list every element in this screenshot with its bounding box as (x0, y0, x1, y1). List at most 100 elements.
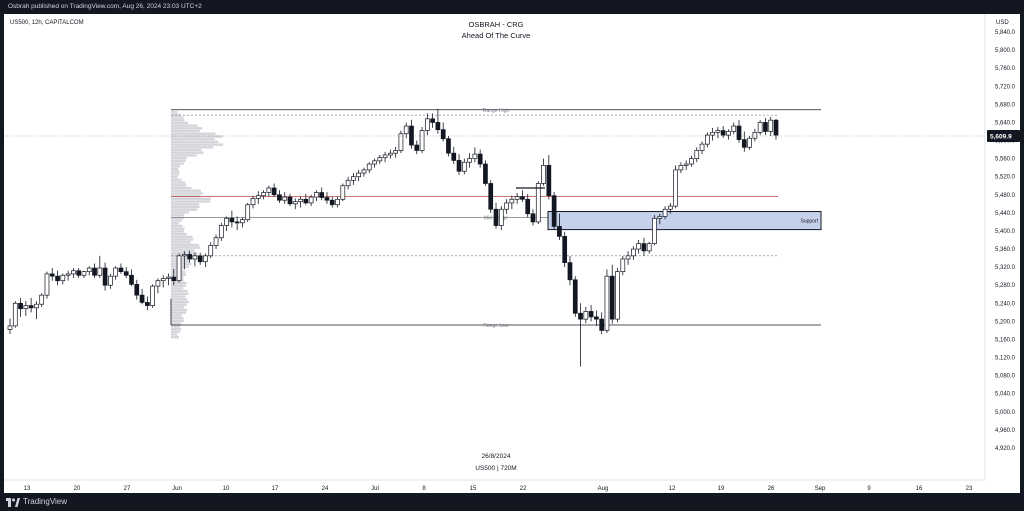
volume-profile-bar (171, 330, 180, 333)
candle-body (414, 144, 420, 151)
volume-profile-bar (171, 235, 193, 239)
time-tick-label: 13 (24, 486, 31, 492)
candle-body (620, 258, 626, 273)
candle (467, 153, 472, 168)
volume-profile-bar (171, 224, 183, 228)
candle (340, 183, 346, 202)
price-tick-label: 5,760.0 (995, 66, 1016, 72)
candle-body (678, 165, 684, 171)
candle-body (720, 130, 726, 136)
volume-profile-bar (171, 314, 182, 317)
candle-body (520, 196, 525, 200)
candle-body (694, 150, 700, 159)
volume-profile-bar (171, 181, 186, 184)
price-tick-label: 5,560.0 (995, 157, 1016, 163)
candle-body (261, 192, 266, 197)
candle (65, 270, 71, 281)
candle (319, 187, 325, 201)
price-tick-label: 5,520.0 (995, 175, 1016, 181)
candle-body (39, 294, 45, 305)
candle (662, 206, 668, 220)
candle-body (625, 255, 631, 260)
volume-profile (171, 110, 224, 339)
candle-body (440, 129, 446, 140)
price-tick-label: 5,200.0 (995, 319, 1016, 325)
volume-profile-bar (171, 284, 187, 287)
candle-body (28, 305, 34, 309)
price-axis[interactable]: 5,840.0 5,800.0 5,760.0 5,720.0 5,680.0 5,640… (4, 30, 1020, 452)
candle-body (139, 294, 145, 303)
candle (18, 297, 23, 317)
candle-body (731, 125, 737, 132)
current-price-badge (987, 130, 1020, 142)
candle (139, 288, 145, 305)
candle (715, 126, 721, 139)
candle-body (446, 138, 451, 154)
volume-profile-bar (171, 154, 197, 157)
candle-body (71, 270, 76, 275)
candle (588, 305, 594, 322)
candle-body (451, 152, 457, 161)
candle-body (768, 119, 774, 132)
candle-body (335, 198, 340, 206)
candle-body (113, 267, 119, 277)
candle-body (662, 208, 668, 217)
candle (287, 193, 293, 207)
candle (446, 136, 451, 157)
candle-body (631, 248, 636, 257)
candle-body (388, 152, 393, 156)
time-tick-label: 9 (867, 486, 871, 492)
candle (520, 190, 525, 203)
publisher-line: Osbrah published on TradingView.com, Aug… (8, 3, 202, 10)
candle-body (615, 271, 620, 320)
candle-body (234, 221, 240, 224)
candle-body (530, 213, 536, 223)
candle (7, 318, 13, 335)
price-tick-label: 5,240.0 (995, 301, 1016, 307)
volume-profile-bar (171, 184, 187, 187)
tradingview-logo[interactable]: TradingView (6, 493, 67, 511)
time-tick-label: 8 (422, 486, 426, 492)
candle (525, 193, 531, 218)
candle (261, 190, 266, 200)
volume-profile-bar (171, 192, 204, 195)
candle-body (224, 217, 229, 226)
candle (366, 162, 372, 174)
candle (335, 197, 340, 208)
candle (351, 173, 356, 185)
candle (667, 202, 673, 214)
candle-body (757, 122, 763, 133)
time-axis[interactable]: 13 20 27 Jun 10 17 24 Jul 8 15 22 Aug 12 19 26 Sep 9 16 23 (24, 486, 973, 492)
candle-body (673, 169, 678, 207)
support-zone[interactable]: Support (547, 211, 822, 231)
candle-body (166, 276, 171, 279)
candle-body (213, 237, 219, 246)
volume-profile-bar (171, 121, 189, 125)
candle-body (366, 163, 372, 171)
candle-body (456, 160, 462, 172)
candle (176, 253, 182, 283)
candle (213, 234, 219, 250)
candle-body (541, 165, 546, 184)
candle-body (683, 163, 689, 166)
time-tick-label: 23 (966, 486, 973, 492)
candle (747, 136, 752, 150)
price-tick-label: 5,720.0 (995, 84, 1016, 90)
price-tick-label: 5,440.0 (995, 211, 1016, 217)
candle (250, 195, 256, 209)
candle (277, 190, 282, 203)
candle (409, 119, 414, 149)
candle-body (525, 198, 531, 215)
price-tick-label: 5,320.0 (995, 265, 1016, 271)
candle (60, 273, 66, 285)
candle (652, 215, 657, 246)
candle (646, 241, 652, 254)
candle (461, 158, 467, 175)
symbol-info: US500, 12h, CAPITALCOM (10, 20, 84, 26)
volume-profile-bar (171, 124, 198, 127)
candle-body (361, 169, 367, 174)
level-label: Range High (483, 108, 510, 114)
candle-body (472, 153, 478, 159)
